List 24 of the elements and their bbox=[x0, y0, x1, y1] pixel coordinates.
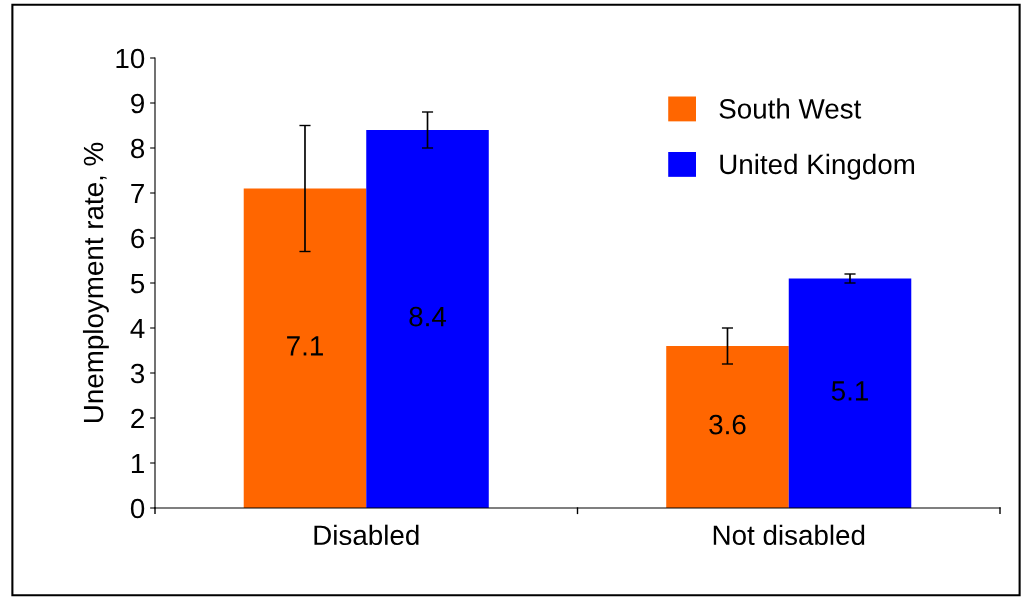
y-tick-label: 2 bbox=[131, 408, 144, 429]
y-tick-label: 8 bbox=[131, 138, 145, 159]
bar bbox=[666, 346, 789, 508]
bar bbox=[366, 130, 489, 508]
y-tick-label: 0 bbox=[130, 498, 145, 519]
data-label: 3.6 bbox=[709, 414, 746, 435]
y-tick-label: 5 bbox=[130, 273, 145, 294]
y-tick-label: 7 bbox=[131, 183, 144, 204]
y-tick-label: 3 bbox=[130, 363, 145, 384]
data-label: 7.1 bbox=[287, 336, 323, 356]
data-label: 5.1 bbox=[831, 381, 868, 401]
y-tick-label: 10 bbox=[116, 48, 145, 69]
data-label: 8.4 bbox=[409, 306, 447, 327]
bar bbox=[243, 188, 367, 508]
bar bbox=[788, 278, 912, 508]
y-tick-label: 1 bbox=[131, 453, 144, 474]
y-tick-label: 4 bbox=[130, 318, 145, 339]
y-tick-label: 9 bbox=[131, 93, 144, 114]
x-tick-label: Not disabled bbox=[713, 524, 865, 546]
y-tick-label: 6 bbox=[131, 228, 145, 249]
legend-label: South West bbox=[719, 98, 862, 119]
y-axis-title: Unemployment rate, % bbox=[82, 142, 109, 423]
x-tick-label: Disabled bbox=[314, 524, 419, 546]
legend-label: United Kingdom bbox=[720, 153, 915, 180]
